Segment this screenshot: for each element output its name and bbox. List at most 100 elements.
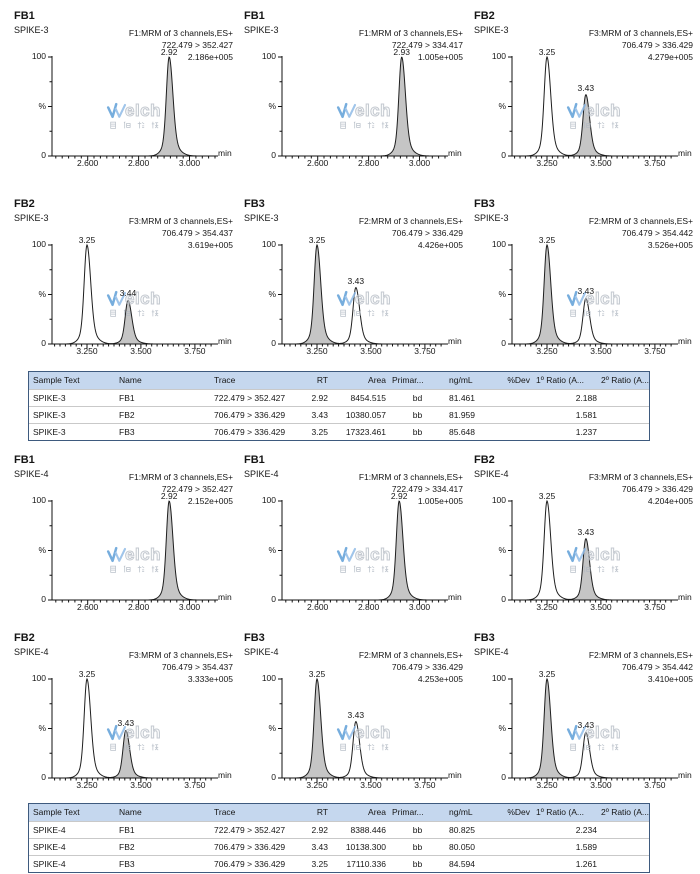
sample-label: SPIKE-3 <box>14 25 49 35</box>
y-axis-unit-label: % <box>498 101 506 111</box>
x-axis-unit-label: min <box>218 148 232 158</box>
panel-annotation: F3:MRM of 3 channels,ES+ 706.479 > 336.42… <box>589 471 693 507</box>
y-axis-max-label: 100 <box>491 51 506 61</box>
axis-ticks <box>278 244 442 349</box>
x-axis-tick-label: 3.000 <box>408 602 431 612</box>
table-cell: SPIKE-3 <box>33 427 66 437</box>
panel-annotation: F1:MRM of 3 channels,ES+ 722.479 > 352.42… <box>129 27 233 63</box>
y-axis-min-label: 0 <box>41 594 46 604</box>
x-axis-tick-label: 3.250 <box>536 158 558 168</box>
axis-ticks <box>48 244 212 349</box>
intensity-annotation: 4.279e+005 <box>647 52 693 62</box>
compound-title: FB2 <box>474 454 495 466</box>
table-cell: bb <box>412 825 423 835</box>
cjk-glyph-icon <box>151 565 158 573</box>
cjk-glyph-icon <box>611 121 618 129</box>
welch-logo-icon <box>106 102 127 119</box>
watermark: elch <box>282 100 445 129</box>
channel-annotation: F3:MRM of 3 channels,ES+ <box>128 650 233 660</box>
table-cell: SPIKE-4 <box>33 825 66 835</box>
table-header-cell: 1º Ratio (A... <box>536 375 584 385</box>
axis-ticks <box>48 678 212 783</box>
chromatogram-panel: elch FB3 SPIKE-4 F2:MRM of 3 channels,ES+ 70… <box>460 628 696 808</box>
watermark-brand-text: elch <box>124 101 162 120</box>
cjk-glyph-icon <box>137 309 144 317</box>
watermark: elch <box>282 288 445 317</box>
table-cell <box>598 856 649 872</box>
channel-annotation: F3:MRM of 3 channels,ES+ <box>128 216 233 226</box>
intensity-annotation: 2.186e+005 <box>187 52 233 62</box>
cjk-glyph-icon <box>123 565 131 573</box>
table-cell: FB2 <box>119 842 135 852</box>
cjk-glyph-icon <box>569 121 576 129</box>
channel-annotation: F1:MRM of 3 channels,ES+ <box>128 472 233 482</box>
x-axis-tick-label: 3.500 <box>130 346 152 356</box>
x-axis-tick-label: 3.000 <box>408 158 431 168</box>
table-header-cell: 1º Ratio (A... <box>536 807 584 817</box>
sample-label: SPIKE-4 <box>14 469 49 479</box>
sample-label: SPIKE-4 <box>474 647 509 657</box>
watermark-brand-text: elch <box>354 101 392 120</box>
compound-title: FB2 <box>474 10 495 22</box>
watermark-cjk-text <box>282 121 445 129</box>
cjk-glyph-icon <box>151 121 158 129</box>
table-cell <box>506 839 533 855</box>
watermark-cjk-text <box>282 309 445 317</box>
watermark-cjk-text <box>512 565 675 573</box>
y-axis-unit-label: % <box>38 101 46 111</box>
table-row: SPIKE-3 FB1 722.479 > 352.427 2.92 8454.515 b… <box>29 389 649 406</box>
welch-logo-icon <box>566 102 587 119</box>
axis-ticks <box>48 56 216 161</box>
channel-annotation: F2:MRM of 3 channels,ES+ <box>358 650 463 660</box>
results-table: Sample Text Name Trace RT Area Primar... ng/mL… <box>28 371 650 441</box>
y-axis-max-label: 100 <box>31 239 46 249</box>
intensity-annotation: 1.005e+005 <box>417 52 463 62</box>
cjk-glyph-icon <box>611 743 618 751</box>
chromatogram-plot <box>48 243 218 349</box>
chromatogram-panel: elch FB1 SPIKE-4 F1:MRM of 3 channels,ES+ 72… <box>230 450 466 630</box>
y-axis-min-label: 0 <box>501 772 506 782</box>
intensity-annotation: 3.526e+005 <box>647 240 693 250</box>
welch-logo: elch <box>512 722 675 742</box>
welch-logo-icon <box>566 546 587 563</box>
table-cell: 706.479 > 336.429 <box>214 427 286 437</box>
x-axis-unit-label: min <box>678 148 692 158</box>
cjk-glyph-icon <box>611 309 618 317</box>
table-cell: 80.825 <box>449 825 475 835</box>
table-header-cell: Trace <box>214 807 236 817</box>
cjk-glyph-icon <box>597 309 604 317</box>
watermark: elch <box>512 288 675 317</box>
table-header-cell: 2º Ratio (A... <box>601 375 649 385</box>
y-axis-max-label: 100 <box>261 673 276 683</box>
cjk-glyph-icon <box>151 309 158 317</box>
table-cell: 8454.515 <box>350 393 386 403</box>
watermark-brand-text: elch <box>354 545 392 564</box>
y-axis-min-label: 0 <box>41 150 46 160</box>
cjk-glyph-icon <box>109 121 116 129</box>
table-cell: bb <box>412 859 423 869</box>
chromatogram-plot <box>508 499 678 605</box>
transition-annotation: 722.479 > 334.417 <box>391 484 463 494</box>
cjk-glyph-icon <box>353 743 361 751</box>
y-axis-max-label: 100 <box>31 673 46 683</box>
x-axis-tick-label: 3.750 <box>414 346 436 356</box>
panel-annotation: F1:MRM of 3 channels,ES+ 722.479 > 352.42… <box>129 471 233 507</box>
table-row: SPIKE-4 FB3 706.479 > 336.429 3.25 17110.336… <box>29 855 649 872</box>
chromatogram-plot <box>278 500 448 605</box>
table-cell: 85.648 <box>449 427 475 437</box>
y-axis-unit-label: % <box>268 289 276 299</box>
table-header-cell: Name <box>119 375 142 385</box>
welch-logo-icon <box>566 724 587 741</box>
y-axis-min-label: 0 <box>501 150 506 160</box>
y-axis-min-label: 0 <box>41 772 46 782</box>
y-axis-unit-label: % <box>38 289 46 299</box>
y-axis-min-label: 0 <box>271 150 276 160</box>
table-cell: FB1 <box>119 825 135 835</box>
y-axis-min-label: 0 <box>41 338 46 348</box>
panel-annotation: F3:MRM of 3 channels,ES+ 706.479 > 336.42… <box>589 27 693 63</box>
table-cell: FB1 <box>119 393 135 403</box>
cjk-glyph-icon <box>367 565 374 573</box>
cjk-glyph-icon <box>137 743 144 751</box>
watermark-brand-text: elch <box>584 101 622 120</box>
y-axis-unit-label: % <box>498 545 506 555</box>
